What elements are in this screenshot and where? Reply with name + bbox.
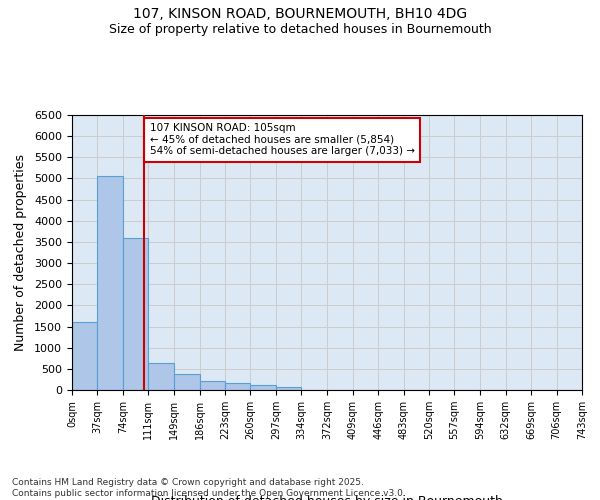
Text: 107 KINSON ROAD: 105sqm
← 45% of detached houses are smaller (5,854)
54% of semi: 107 KINSON ROAD: 105sqm ← 45% of detache… — [149, 123, 415, 156]
Bar — [200, 380, 225, 390]
Bar — [225, 382, 250, 390]
Text: Contains HM Land Registry data © Crown copyright and database right 2025.
Contai: Contains HM Land Registry data © Crown c… — [12, 478, 406, 498]
Text: 107, KINSON ROAD, BOURNEMOUTH, BH10 4DG: 107, KINSON ROAD, BOURNEMOUTH, BH10 4DG — [133, 8, 467, 22]
Bar — [97, 176, 123, 390]
Bar — [72, 322, 97, 390]
Y-axis label: Number of detached properties: Number of detached properties — [14, 154, 27, 351]
Bar — [276, 386, 301, 390]
Bar — [174, 374, 200, 390]
Bar — [250, 384, 276, 390]
X-axis label: Distribution of detached houses by size in Bournemouth: Distribution of detached houses by size … — [151, 495, 503, 500]
Bar — [148, 362, 173, 390]
Bar — [123, 238, 148, 390]
Text: Size of property relative to detached houses in Bournemouth: Size of property relative to detached ho… — [109, 22, 491, 36]
